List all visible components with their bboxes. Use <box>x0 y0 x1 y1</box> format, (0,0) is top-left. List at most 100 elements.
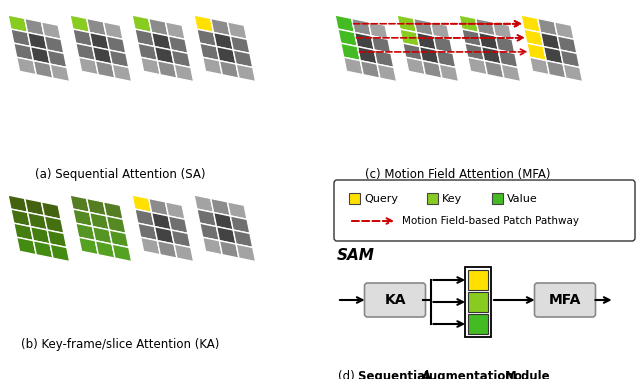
Polygon shape <box>174 64 194 81</box>
Polygon shape <box>47 230 67 247</box>
Polygon shape <box>76 223 95 241</box>
Text: SAM: SAM <box>337 248 375 263</box>
Polygon shape <box>93 47 112 64</box>
Polygon shape <box>220 241 239 258</box>
Text: Sequential: Sequential <box>358 370 433 379</box>
Polygon shape <box>197 29 216 47</box>
Polygon shape <box>90 213 109 230</box>
Polygon shape <box>236 244 255 262</box>
Polygon shape <box>112 64 132 81</box>
Text: KA: KA <box>384 293 406 307</box>
Polygon shape <box>8 195 28 213</box>
Polygon shape <box>214 213 233 230</box>
Polygon shape <box>152 213 172 230</box>
Polygon shape <box>76 43 95 61</box>
Polygon shape <box>135 29 154 47</box>
Polygon shape <box>498 50 518 67</box>
Polygon shape <box>93 227 112 244</box>
Polygon shape <box>79 237 99 255</box>
Polygon shape <box>360 61 380 78</box>
Polygon shape <box>25 199 44 216</box>
Polygon shape <box>95 241 115 258</box>
Polygon shape <box>148 19 168 36</box>
Polygon shape <box>148 199 168 216</box>
Polygon shape <box>214 33 233 50</box>
Polygon shape <box>530 57 549 75</box>
Bar <box>468 314 488 334</box>
Polygon shape <box>417 33 436 50</box>
Polygon shape <box>431 22 450 39</box>
Polygon shape <box>165 202 185 219</box>
FancyBboxPatch shape <box>334 180 635 241</box>
Polygon shape <box>543 47 563 64</box>
Polygon shape <box>344 57 364 75</box>
Text: Key: Key <box>442 194 462 204</box>
Polygon shape <box>476 19 495 36</box>
Polygon shape <box>106 36 126 53</box>
Polygon shape <box>70 195 90 213</box>
Text: (c) Motion Field Attention (MFA): (c) Motion Field Attention (MFA) <box>365 168 551 181</box>
Bar <box>427 193 438 204</box>
Polygon shape <box>230 36 250 53</box>
Polygon shape <box>403 43 422 61</box>
Polygon shape <box>132 195 152 213</box>
Polygon shape <box>141 57 160 75</box>
Polygon shape <box>138 223 157 241</box>
Polygon shape <box>152 33 172 50</box>
Polygon shape <box>436 50 456 67</box>
Polygon shape <box>28 213 47 230</box>
Polygon shape <box>203 237 222 255</box>
Polygon shape <box>521 15 541 33</box>
Polygon shape <box>236 64 255 81</box>
Polygon shape <box>87 19 106 36</box>
Polygon shape <box>422 61 442 78</box>
Polygon shape <box>200 43 220 61</box>
Polygon shape <box>8 15 28 33</box>
Polygon shape <box>17 57 36 75</box>
Polygon shape <box>397 15 417 33</box>
Polygon shape <box>14 223 33 241</box>
Text: A: A <box>422 370 431 379</box>
Polygon shape <box>172 230 191 247</box>
Polygon shape <box>33 61 53 78</box>
Polygon shape <box>358 47 377 64</box>
Text: MFA: MFA <box>549 293 581 307</box>
Polygon shape <box>230 216 250 233</box>
Polygon shape <box>554 22 574 39</box>
Polygon shape <box>352 19 371 36</box>
Polygon shape <box>227 202 247 219</box>
Bar <box>465 267 491 337</box>
Polygon shape <box>338 29 358 47</box>
Bar <box>468 270 488 290</box>
Polygon shape <box>70 15 90 33</box>
Polygon shape <box>109 230 129 247</box>
Text: M: M <box>505 370 516 379</box>
Polygon shape <box>216 47 236 64</box>
Polygon shape <box>28 33 47 50</box>
Polygon shape <box>50 244 70 262</box>
Polygon shape <box>524 29 543 47</box>
Polygon shape <box>335 15 355 33</box>
Polygon shape <box>50 64 70 81</box>
Polygon shape <box>377 64 397 81</box>
Polygon shape <box>433 36 453 53</box>
Polygon shape <box>106 216 126 233</box>
Polygon shape <box>95 61 115 78</box>
Polygon shape <box>132 15 152 33</box>
Bar <box>492 193 503 204</box>
Polygon shape <box>109 50 129 67</box>
Polygon shape <box>154 47 174 64</box>
Polygon shape <box>220 61 239 78</box>
Polygon shape <box>44 216 64 233</box>
Polygon shape <box>233 230 253 247</box>
Polygon shape <box>400 29 419 47</box>
Polygon shape <box>44 36 64 53</box>
Text: ugmentation: ugmentation <box>429 370 518 379</box>
Polygon shape <box>527 43 547 61</box>
FancyBboxPatch shape <box>534 283 595 317</box>
Polygon shape <box>47 50 67 67</box>
Bar <box>349 193 360 204</box>
Polygon shape <box>165 22 185 39</box>
Polygon shape <box>340 43 360 61</box>
Polygon shape <box>31 227 50 244</box>
